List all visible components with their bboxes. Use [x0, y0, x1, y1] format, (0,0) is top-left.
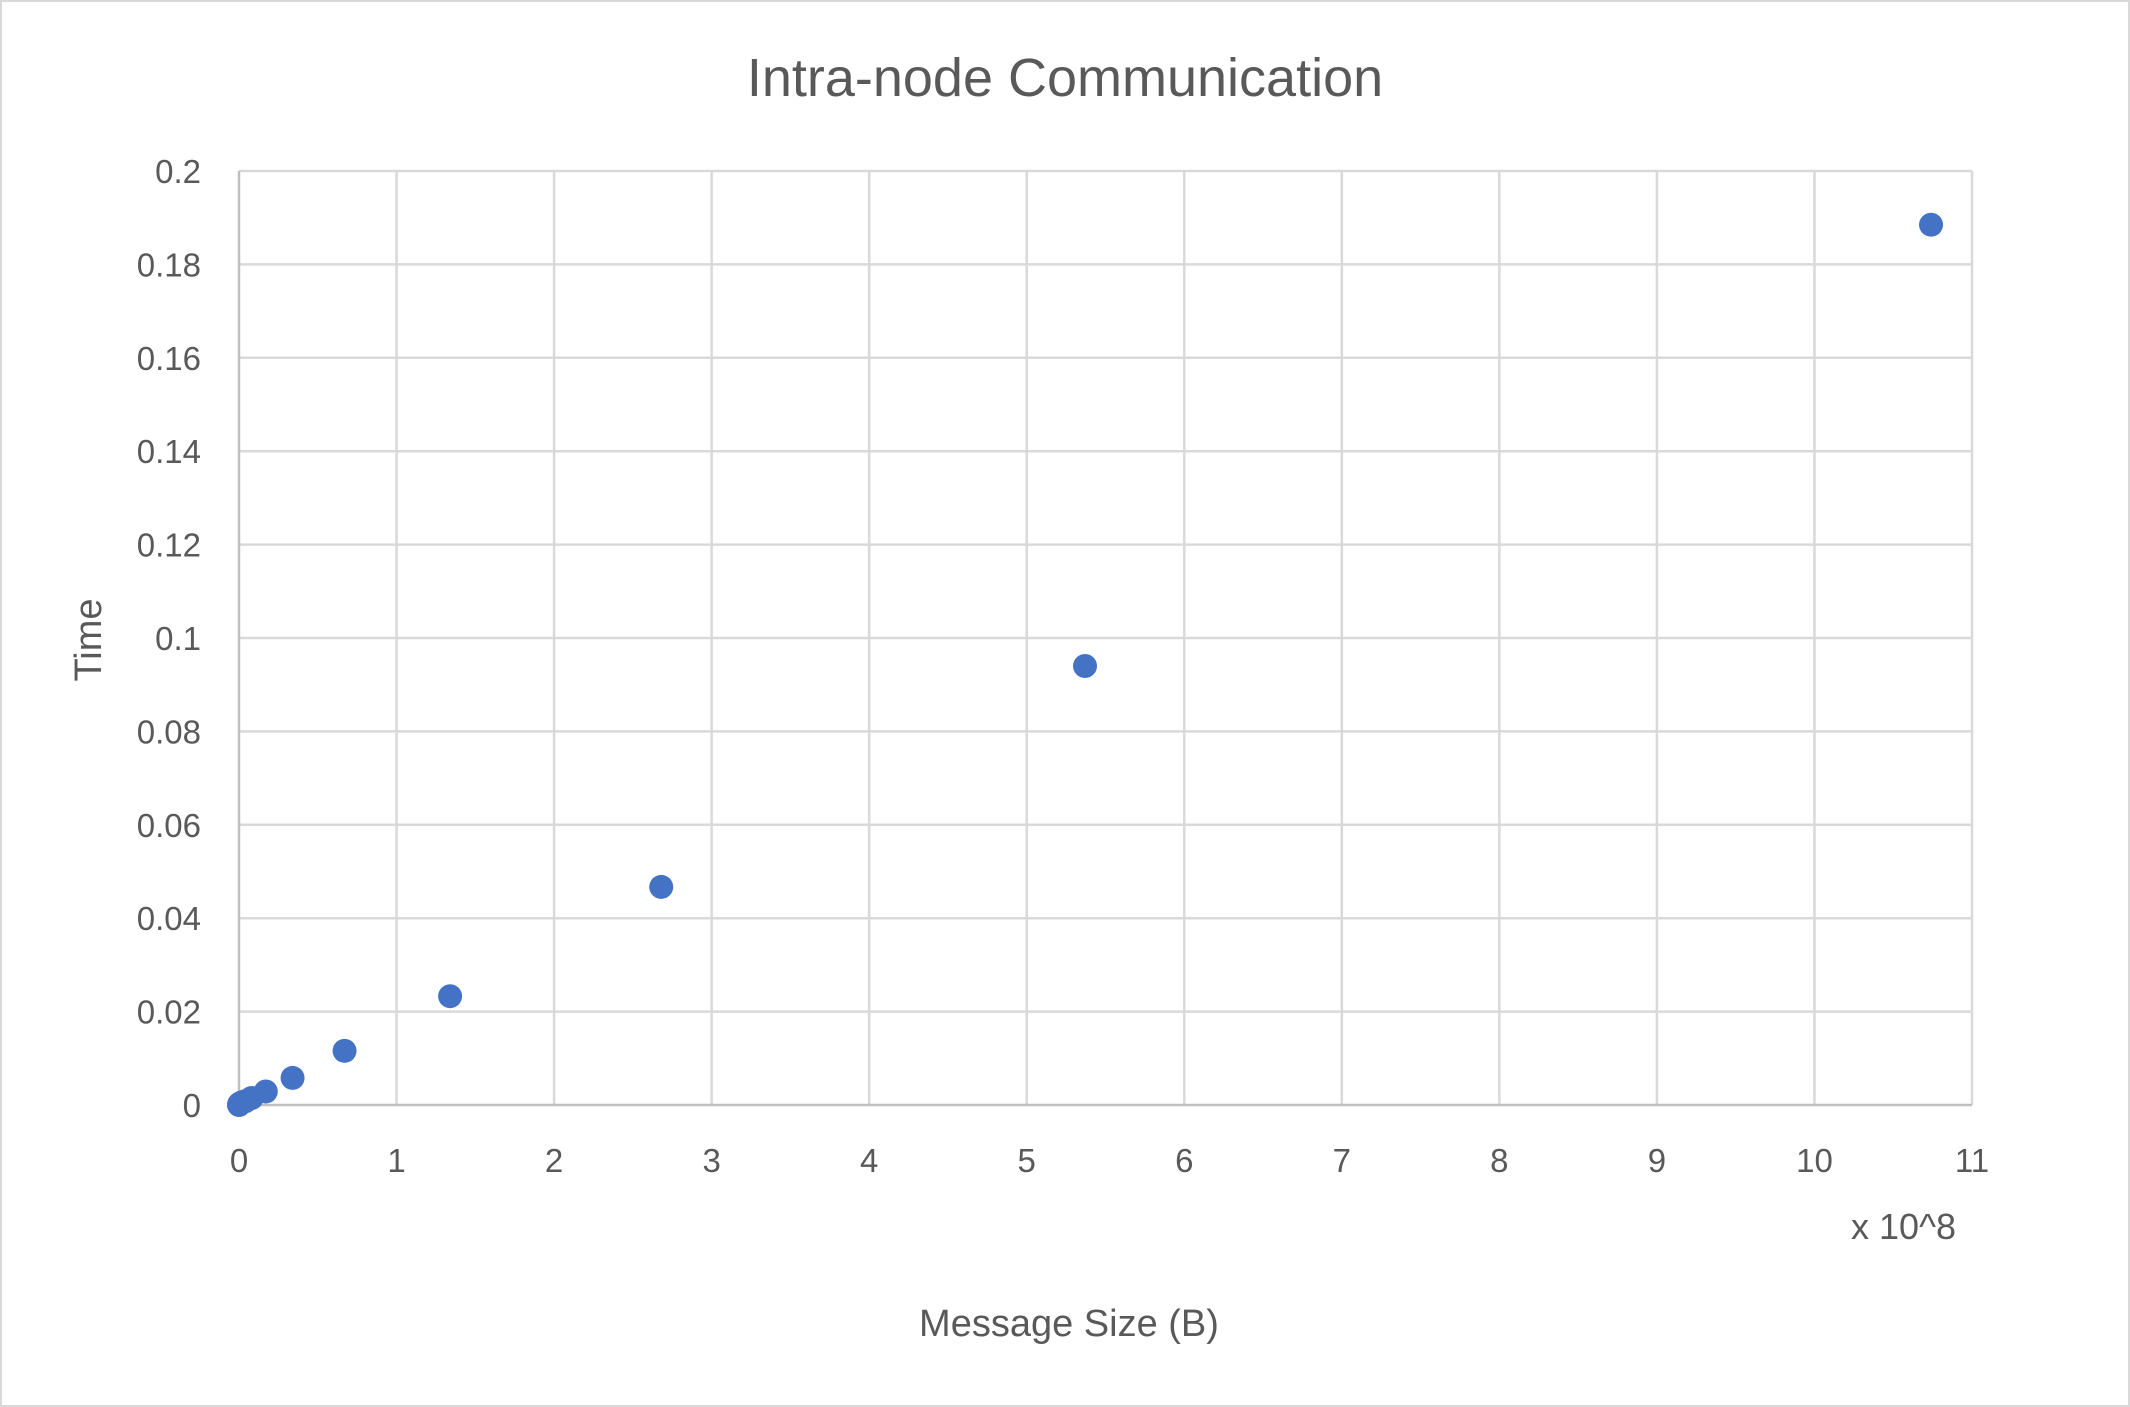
- chart-title: Intra-node Communication: [747, 48, 1383, 108]
- data-point: [280, 1065, 305, 1090]
- y-tick-label: 0.02: [137, 994, 201, 1031]
- y-tick-label: 0.18: [137, 246, 201, 283]
- x-tick-label: 2: [545, 1142, 563, 1179]
- data-point: [1073, 654, 1098, 679]
- data-point: [649, 874, 674, 899]
- data-point: [438, 984, 463, 1009]
- data-point: [253, 1079, 278, 1104]
- x-tick-label: 10: [1796, 1142, 1833, 1179]
- data-point: [1919, 212, 1944, 237]
- data-point: [332, 1038, 357, 1063]
- y-tick-label: 0.14: [137, 433, 201, 470]
- x-tick-label: 7: [1333, 1142, 1351, 1179]
- x-tick-label: 1: [387, 1142, 405, 1179]
- x-tick-label: 0: [230, 1142, 248, 1179]
- x-tick-label: 9: [1648, 1142, 1666, 1179]
- y-tick-label: 0.1: [155, 620, 201, 657]
- data-points: [227, 212, 1944, 1117]
- y-tick-label: 0.12: [137, 527, 201, 564]
- y-tick-label: 0.04: [137, 900, 201, 937]
- x-axis-multiplier-label: x 10^8: [1851, 1206, 1956, 1247]
- x-tick-label: 11: [1955, 1142, 1989, 1179]
- y-tick-label: 0: [183, 1087, 201, 1124]
- y-tick-label: 0.08: [137, 713, 201, 750]
- plot-gridlines: [239, 169, 1974, 1105]
- y-tick-label: 0.2: [155, 153, 201, 190]
- x-tick-label: 3: [702, 1142, 720, 1179]
- y-tick-label: 0.06: [137, 807, 201, 844]
- y-tick-label: 0.16: [137, 340, 201, 377]
- y-axis-title: Time: [68, 598, 110, 681]
- x-tick-label: 8: [1490, 1142, 1508, 1179]
- x-tick-label: 6: [1175, 1142, 1193, 1179]
- x-tick-label: 4: [860, 1142, 878, 1179]
- x-axis-title: Message Size (B): [919, 1303, 1219, 1345]
- tick-labels: 0 1 2 3 4 5 6 7 8 9 10 11 0 0.02 0.04 0.06 0.08 0.1 0.12 0.…: [137, 153, 1989, 1179]
- plot-axes: [237, 171, 1972, 1107]
- x-tick-label: 5: [1018, 1142, 1036, 1179]
